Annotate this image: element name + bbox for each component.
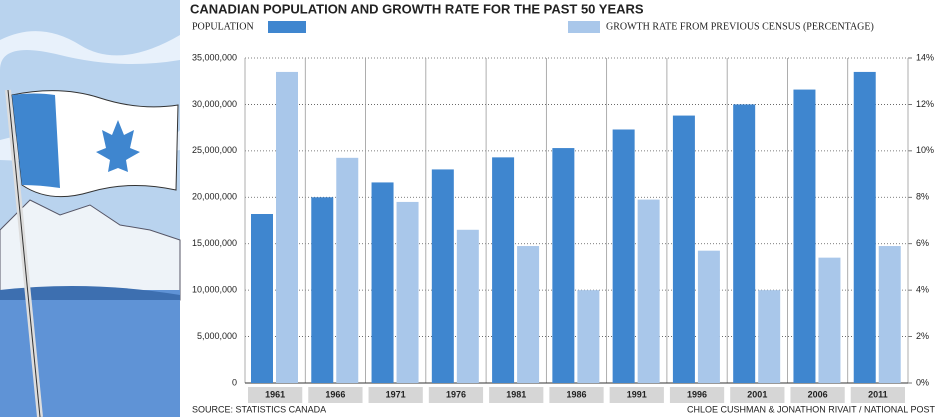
y2-tick-label: 14% — [916, 52, 934, 62]
bar — [251, 214, 273, 383]
x-tick-label: 2006 — [808, 389, 828, 399]
bar — [371, 182, 394, 383]
legend-swatch — [568, 21, 600, 33]
bar — [336, 157, 359, 383]
x-tick-label: 1976 — [446, 389, 466, 399]
y-tick-label: 0 — [232, 377, 237, 387]
bar — [276, 71, 298, 383]
bar — [431, 169, 454, 383]
credit: CHLOE CUSHMAN & JONATHON RIVAIT / NATION… — [687, 404, 936, 414]
bar — [396, 201, 419, 383]
category-box — [730, 387, 785, 403]
y-tick-label: 5,000,000 — [197, 331, 237, 341]
category-box — [489, 387, 544, 403]
y-tick-label: 20,000,000 — [192, 192, 237, 202]
category-box — [609, 387, 664, 403]
y2-tick-label: 12% — [916, 99, 934, 109]
legend-label: GROWTH RATE FROM PREVIOUS CENSUS (PERCEN… — [606, 21, 874, 32]
legend-swatch — [268, 21, 306, 33]
y2-tick-label: 8% — [916, 192, 929, 202]
bar — [758, 290, 781, 383]
y2-tick-label: 2% — [916, 331, 929, 341]
bar — [733, 104, 756, 383]
x-tick-label: 1961 — [265, 389, 285, 399]
bar — [577, 290, 600, 383]
bar — [492, 157, 515, 383]
category-box — [549, 387, 604, 403]
bar — [456, 229, 479, 383]
y-tick-label: 10,000,000 — [192, 285, 237, 295]
bar — [517, 246, 540, 383]
bar — [311, 197, 334, 383]
x-tick-label: 1971 — [386, 389, 406, 399]
x-tick-label: 1991 — [627, 389, 647, 399]
category-box — [669, 387, 725, 403]
legend-label: POPULATION — [192, 21, 254, 32]
category-box — [850, 387, 905, 403]
bar — [853, 71, 876, 383]
source: SOURCE: STATISTICS CANADA — [192, 404, 326, 414]
category-box — [308, 387, 363, 403]
bar — [878, 246, 901, 383]
bar — [672, 115, 695, 384]
y2-tick-label: 10% — [916, 145, 934, 155]
bar — [793, 89, 816, 384]
bar — [612, 129, 635, 383]
y2-tick-label: 4% — [916, 285, 929, 295]
x-tick-label: 1986 — [566, 389, 586, 399]
y-tick-label: 30,000,000 — [192, 99, 237, 109]
illustration — [0, 0, 181, 417]
bar — [818, 257, 841, 383]
x-tick-label: 1996 — [687, 389, 707, 399]
bar — [697, 250, 720, 383]
y2-tick-label: 6% — [916, 238, 929, 248]
category-box — [368, 387, 423, 403]
bar — [637, 199, 660, 383]
chart-title: CANADIAN POPULATION AND GROWTH RATE FOR … — [190, 1, 644, 16]
y2-tick-label: 0% — [916, 377, 929, 387]
y-tick-label: 35,000,000 — [192, 52, 237, 62]
bar — [552, 148, 575, 383]
category-box — [428, 387, 484, 403]
category-box — [790, 387, 845, 403]
category-box — [248, 387, 303, 403]
x-tick-label: 1981 — [506, 389, 526, 399]
y-tick-label: 25,000,000 — [192, 145, 237, 155]
y-tick-label: 15,000,000 — [192, 238, 237, 248]
x-tick-label: 2001 — [747, 389, 767, 399]
x-tick-label: 2011 — [868, 389, 888, 399]
x-tick-label: 1966 — [325, 389, 345, 399]
